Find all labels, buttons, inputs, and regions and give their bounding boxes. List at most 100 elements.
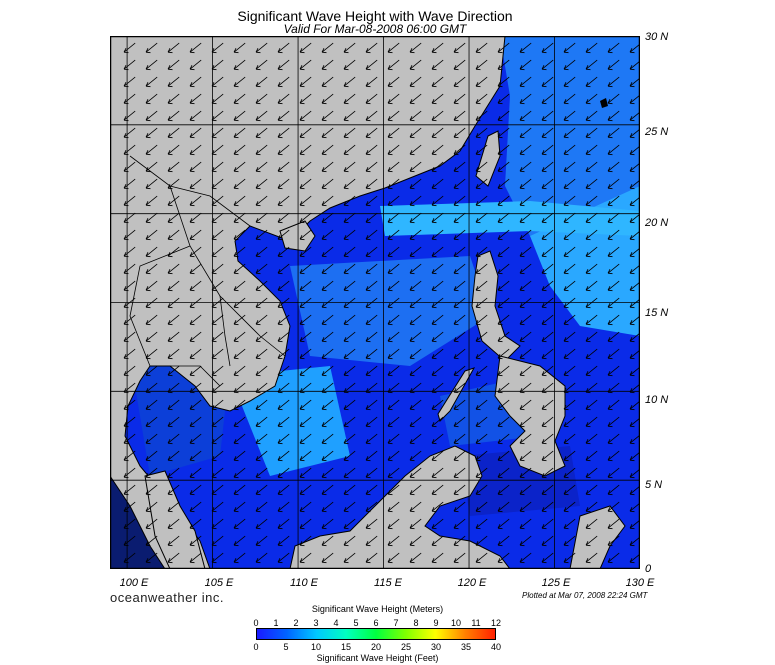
wave-arrow xyxy=(497,76,510,88)
wave-arrow xyxy=(453,246,466,258)
wave-arrow xyxy=(497,297,510,309)
wave-arrow xyxy=(145,433,158,445)
wave-arrow xyxy=(211,263,224,275)
wave-arrow xyxy=(475,314,488,326)
wave-arrow xyxy=(233,229,246,241)
wave-arrow xyxy=(607,161,620,173)
wave-arrow xyxy=(255,93,268,105)
wave-arrow xyxy=(431,297,444,309)
wave-arrow xyxy=(211,297,224,309)
wave-arrow xyxy=(299,467,312,479)
wave-arrow xyxy=(145,484,158,496)
wave-arrow xyxy=(145,263,158,275)
wave-arrow xyxy=(145,416,158,428)
lon-label-100e: 100 E xyxy=(119,577,149,589)
wave-arrow xyxy=(145,501,158,513)
wave-arrow xyxy=(233,552,246,564)
wave-arrow xyxy=(409,433,422,445)
wave-arrow xyxy=(519,518,532,530)
wave-arrow xyxy=(387,42,400,54)
wave-arrow xyxy=(167,365,180,377)
wave-arrow xyxy=(585,484,598,496)
wave-arrow xyxy=(387,331,400,343)
wave-arrow xyxy=(123,314,136,326)
wave-arrow xyxy=(255,314,268,326)
wave-arrow xyxy=(541,93,554,105)
wave-arrow xyxy=(387,433,400,445)
wave-arrow xyxy=(145,93,158,105)
wave-arrow xyxy=(321,535,334,547)
wave-arrow xyxy=(431,433,444,445)
wave-arrow xyxy=(387,178,400,190)
wave-arrow xyxy=(541,484,554,496)
wave-arrow xyxy=(321,416,334,428)
wave-arrow xyxy=(211,450,224,462)
wave-arrow xyxy=(409,42,422,54)
wave-arrow xyxy=(321,280,334,292)
wave-arrow xyxy=(541,433,554,445)
wave-arrow xyxy=(365,297,378,309)
wave-arrow xyxy=(453,42,466,54)
wave-arrow xyxy=(431,42,444,54)
wave-arrow xyxy=(475,382,488,394)
wave-arrow xyxy=(255,178,268,190)
wave-arrow xyxy=(387,59,400,71)
wave-arrow xyxy=(431,450,444,462)
wave-arrow xyxy=(255,246,268,258)
wave-arrow xyxy=(431,535,444,547)
wave-arrow xyxy=(453,501,466,513)
wave-arrow xyxy=(431,229,444,241)
wave-arrow xyxy=(541,59,554,71)
colorbar-feet-tick: 10 xyxy=(310,642,322,652)
wave-arrow xyxy=(387,314,400,326)
wave-arrow xyxy=(607,144,620,156)
wave-arrow xyxy=(409,450,422,462)
wave-arrow xyxy=(167,314,180,326)
wave-arrow xyxy=(409,144,422,156)
wave-arrow xyxy=(563,450,576,462)
wave-arrow xyxy=(387,246,400,258)
wave-arrow xyxy=(563,76,576,88)
wave-arrow xyxy=(585,178,598,190)
wave-arrow xyxy=(211,144,224,156)
wave-arrow xyxy=(519,127,532,139)
wave-arrow xyxy=(365,365,378,377)
wave-arrow xyxy=(123,416,136,428)
wave-arrow xyxy=(563,280,576,292)
wave-arrow xyxy=(607,416,620,428)
wave-arrow xyxy=(167,399,180,411)
wave-arrow xyxy=(321,365,334,377)
wave-arrow xyxy=(519,399,532,411)
colorbar-meters-tick: 5 xyxy=(353,618,359,628)
wave-arrow xyxy=(607,42,620,54)
wave-arrow xyxy=(541,331,554,343)
wave-arrow xyxy=(123,297,136,309)
wave-arrow xyxy=(123,280,136,292)
wave-arrow xyxy=(585,297,598,309)
wave-arrow xyxy=(145,127,158,139)
wave-arrow xyxy=(409,416,422,428)
wave-arrow xyxy=(607,535,620,547)
wave-arrow xyxy=(365,93,378,105)
wave-arrow xyxy=(607,229,620,241)
wave-arrow xyxy=(453,535,466,547)
wave-arrow xyxy=(321,399,334,411)
wave-arrow xyxy=(299,484,312,496)
wave-arrow xyxy=(277,518,290,530)
wave-arrow xyxy=(519,433,532,445)
wave-arrow xyxy=(409,76,422,88)
wave-arrow xyxy=(431,416,444,428)
wave-arrow xyxy=(387,416,400,428)
wave-arrow xyxy=(607,382,620,394)
wave-arrow xyxy=(497,246,510,258)
wave-arrow xyxy=(189,178,202,190)
wave-arrow xyxy=(299,195,312,207)
wave-arrow xyxy=(475,365,488,377)
wave-arrow xyxy=(211,280,224,292)
wave-arrow xyxy=(145,297,158,309)
colorbar-feet-tick: 20 xyxy=(370,642,382,652)
wave-arrow xyxy=(365,348,378,360)
wave-arrow xyxy=(211,552,224,564)
wave-arrow xyxy=(343,76,356,88)
wave-arrow xyxy=(475,144,488,156)
